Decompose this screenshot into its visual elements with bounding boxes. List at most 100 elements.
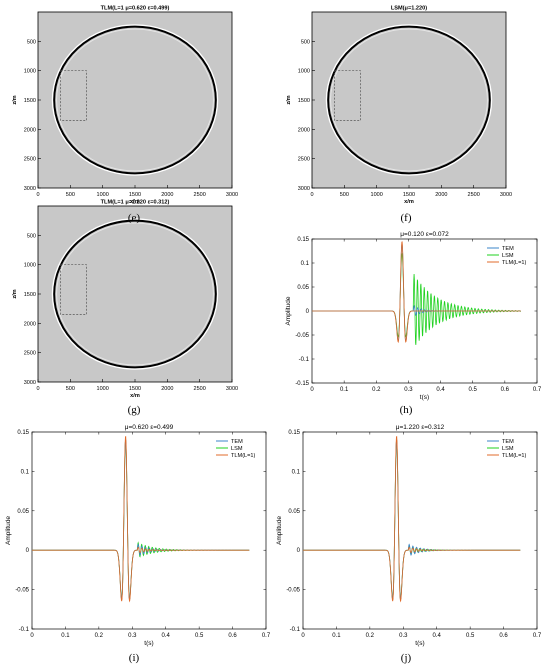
x-tick-label: 0.7 [533,387,542,393]
x-tick-label: 0.4 [433,633,442,639]
y-axis-label: Amplitude [285,296,292,325]
x-tick-label: 0 [301,633,305,639]
y-tick-label: 2500 [24,157,36,163]
legend-entry: LSM [231,446,243,452]
x-tick-label: 2000 [435,192,447,198]
y-tick-label: -0.15 [295,381,309,387]
chart-title: LSM(μ=1.220) [391,6,427,12]
series-group [32,435,250,603]
x-tick-label: 1500 [403,192,415,198]
ring-interface [53,25,217,175]
y-tick-label: -0.1 [299,357,310,363]
anomaly-box [60,70,87,121]
y-tick-label: 1500 [24,292,36,298]
ring-inner-edge [56,222,214,366]
series-line-tlm-l-1- [32,435,250,603]
x-tick-label: 0 [36,192,39,198]
y-tick-label: 2500 [298,157,310,163]
legend-entry: TEM [502,439,514,445]
x-tick-label: 0.7 [262,633,271,639]
y-tick-label: 1000 [24,69,36,75]
y-tick-label: 0 [26,548,30,554]
x-tick-label: 3000 [226,386,238,392]
ring-inner-edge [330,28,488,172]
x-tick-label: 0.1 [332,633,341,639]
x-axis-label: x/m [130,199,140,205]
y-tick-label: 0 [306,309,310,315]
x-tick-label: 500 [66,192,75,198]
legend-entry: TEM [502,246,514,252]
series-group [303,435,521,603]
heatmap-background [37,205,233,383]
x-tick-label: 0.2 [372,387,381,393]
chart-title: TLM(L=1 μ=1.220 ε=0.312) [101,200,170,206]
y-tick-label: 3000 [298,186,310,192]
ring-halo [51,218,219,370]
y-tick-label: 0.05 [288,509,300,515]
caption-g: (g) [127,404,141,416]
legend-entry: TLM(L=1) [231,453,256,459]
legend-entry: TEM [231,439,243,445]
x-tick-label: 3000 [226,192,238,198]
x-tick-label: 1500 [129,192,141,198]
ring-interface [53,219,217,369]
x-tick-label: 0.7 [533,633,542,639]
legend-entry: LSM [502,446,514,452]
x-tick-label: 1000 [97,192,109,198]
x-tick-label: 0.6 [501,387,510,393]
legend-entry: LSM [502,253,514,259]
series-line-tlm-l-1- [312,241,521,344]
x-tick-label: 0.4 [436,387,445,393]
x-tick-label: 0.4 [162,633,171,639]
x-tick-label: 3000 [500,192,512,198]
anomaly-box [334,70,361,121]
x-tick-label: 0.1 [61,633,70,639]
y-tick-label: -0.05 [286,588,300,594]
x-tick-label: 0.6 [499,633,508,639]
heatmap-background [311,11,507,189]
y-tick-label: 500 [301,39,310,45]
y-tick-label: 0.15 [297,237,309,243]
heatmap-background [37,11,233,189]
y-tick-label: 2000 [24,127,36,133]
x-tick-label: 0.5 [466,633,475,639]
x-axis-label: x/m [130,393,140,399]
chart-title: TLM(L=1 μ=0.620 ε=0.499) [101,6,170,12]
x-tick-label: 0 [30,633,34,639]
ring-halo [325,24,493,176]
ring-interface [327,25,491,175]
y-axis-label: Amplitude [276,516,283,545]
y-axis-label: z/m [12,95,18,104]
heatmap-panel-f: 0 500 1000 1500 2000 2500 3000 500 1000 1500 2000 2… [286,6,512,206]
y-tick-label: 0.05 [17,509,29,515]
line-panel-j: 0 0.1 0.2 0.3 0.4 0.5 0.6 0.7 -0.1 -0.05 0 0.05 0.1 0… [276,424,542,647]
x-tick-label: 0.3 [128,633,137,639]
x-tick-label: 2000 [161,192,173,198]
legend-entry: TLM(L=1) [502,260,527,266]
x-tick-label: 0.5 [469,387,478,393]
y-tick-label: 1000 [298,69,310,75]
y-tick-label: 1500 [24,98,36,104]
x-axis-label: x/m [404,199,414,205]
y-tick-label: 2500 [24,351,36,357]
y-tick-label: 0.15 [17,430,29,436]
series-line-tlm-l-1- [303,435,521,603]
y-tick-label: 0.1 [292,469,301,475]
x-tick-label: 2500 [468,192,480,198]
y-axis-label: z/m [12,289,18,298]
caption-i: (i) [128,652,140,664]
y-tick-label: 0 [297,548,301,554]
y-axis-label: z/m [286,95,292,104]
x-tick-label: 0.1 [340,387,349,393]
chart-title: μ=0.120 ε=0.072 [400,231,449,238]
ring-inner-edge [56,28,214,172]
x-axis-label: t(s) [144,640,153,647]
caption-h: (h) [399,404,413,416]
x-tick-label: 0.2 [95,633,104,639]
x-tick-label: 0 [310,192,313,198]
caption-f: (f) [400,212,412,224]
x-tick-label: 0.5 [195,633,204,639]
x-tick-label: 1000 [371,192,383,198]
x-tick-label: 0.6 [228,633,237,639]
